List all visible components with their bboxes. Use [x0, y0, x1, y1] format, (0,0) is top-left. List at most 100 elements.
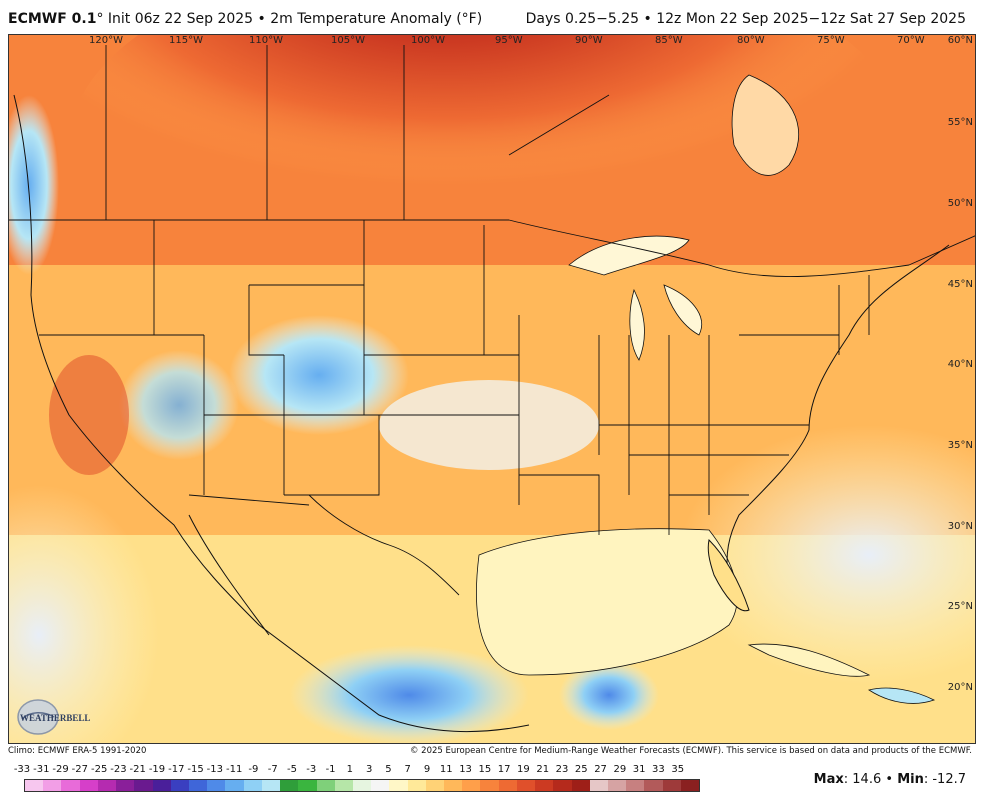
scale-swatch — [371, 780, 390, 791]
lake-michigan — [629, 288, 645, 361]
mexico-cold — [289, 645, 529, 743]
logo-text: WEATHERBELL — [20, 713, 90, 723]
atlantic-pale — [679, 425, 975, 685]
scale-swatch — [243, 780, 262, 791]
lat-label-30n: 30°N — [947, 521, 973, 532]
political-borders — [9, 45, 975, 596]
scale-swatch — [407, 780, 426, 791]
separator: • — [885, 772, 894, 787]
scale-swatch — [188, 780, 208, 791]
scale-swatch — [207, 780, 226, 791]
lon-label-70w: 70°W — [897, 35, 925, 46]
anomaly-map: 120°W 115°W 110°W 105°W 100°W 95°W 90°W … — [8, 34, 976, 744]
scale-label: 15 — [478, 764, 492, 775]
scale-swatch — [389, 780, 408, 791]
lon-label-90w: 90°W — [575, 35, 603, 46]
init-text: ° Init 06z 22 Sep 2025 • 2m Temperature … — [96, 11, 483, 27]
yucatan-cold — [559, 660, 659, 730]
scale-label: -5 — [287, 764, 297, 775]
scale-label: -1 — [325, 764, 336, 775]
lon-label-95w: 95°W — [495, 35, 523, 46]
scale-swatch — [298, 780, 317, 791]
scale-label: -3 — [306, 764, 317, 775]
scale-swatch — [170, 780, 189, 791]
scale-label: 29 — [613, 764, 627, 775]
scale-swatch — [134, 780, 153, 791]
scale-swatch — [334, 780, 353, 791]
lat-label-40n: 40°N — [947, 359, 973, 370]
scale-swatch — [462, 780, 481, 791]
scale-label: -21 — [129, 764, 146, 775]
heat-core — [69, 35, 909, 345]
scale-swatch — [589, 780, 608, 791]
great-basin-cold — [119, 350, 239, 460]
scale-swatch — [626, 780, 645, 791]
pacific-nw-cold — [9, 95, 59, 275]
min-value: -12.7 — [932, 772, 966, 787]
lon-label-80w: 80°W — [737, 35, 765, 46]
scale-swatch — [680, 780, 700, 791]
gulf-of-mexico — [476, 528, 738, 676]
lon-label-100w: 100°W — [411, 35, 445, 46]
scale-label: 7 — [404, 764, 411, 775]
scale-label: 1 — [346, 764, 354, 775]
lat-label-25n: 25°N — [947, 601, 973, 612]
scale-swatch — [261, 780, 281, 791]
scale-label: 19 — [517, 764, 530, 775]
scale-label: -17 — [168, 764, 185, 775]
scale-label: 21 — [536, 764, 550, 775]
scale-swatch — [553, 780, 572, 791]
lake-superior — [568, 235, 690, 276]
lat-label-35n: 35°N — [947, 440, 973, 451]
scale-label: 31 — [632, 764, 646, 775]
weatherbell-logo: WEATHERBELL — [17, 699, 90, 735]
scale-label: -27 — [71, 764, 89, 775]
scale-swatch — [225, 780, 244, 791]
map-header: ECMWF 0.1° Init 06z 22 Sep 2025 • 2m Tem… — [0, 0, 984, 34]
scale-label: -19 — [148, 764, 166, 775]
scale-labels: -33 -31 -29 -27 -25 -23 -21 -19 -17 -15 -13 -11 -9 -7… — [8, 764, 708, 778]
map-title: ECMWF 0.1° Init 06z 22 Sep 2025 • 2m Tem… — [8, 11, 482, 27]
lat-label-60n: 60°N — [947, 35, 973, 46]
lon-label-120w: 120°W — [89, 35, 123, 46]
copyright-credit: © 2025 European Centre for Medium-Range … — [409, 746, 972, 756]
scale-swatch — [662, 780, 681, 791]
scale-label: 35 — [671, 764, 685, 775]
lat-label-45n: 45°N — [947, 279, 973, 290]
baja — [188, 514, 270, 636]
scale-swatch — [61, 780, 80, 791]
scale-label: -25 — [90, 764, 108, 775]
lat-label-50n: 50°N — [947, 198, 973, 209]
scale-swatch — [480, 780, 499, 791]
scale-swatch — [280, 780, 299, 791]
scale-swatch — [425, 780, 445, 791]
lon-label-105w: 105°W — [331, 35, 365, 46]
scale-label: -13 — [206, 764, 224, 775]
scale-swatch — [516, 780, 536, 791]
florida — [707, 538, 750, 612]
scale-swatch — [152, 780, 171, 791]
scale-label: 27 — [594, 764, 607, 775]
scale-label: -29 — [52, 764, 69, 775]
scale-swatch — [535, 780, 554, 791]
min-label: Min — [897, 772, 924, 787]
map-canvas — [9, 35, 975, 743]
scale-label: -15 — [187, 764, 204, 775]
valid-period: Days 0.25−5.25 • 12z Mon 22 Sep 2025−12z… — [525, 11, 966, 27]
scale-swatch — [352, 780, 372, 791]
west-coast — [13, 94, 530, 733]
scale-swatch — [43, 780, 62, 791]
cuba — [747, 643, 871, 677]
scale-label: -33 — [13, 764, 31, 775]
scale-label: 11 — [439, 764, 453, 775]
scale-label: 3 — [365, 764, 373, 775]
pacific-pale — [9, 485, 159, 743]
scale-swatch — [116, 780, 135, 791]
central-pale — [379, 380, 599, 470]
scale-swatch — [571, 780, 590, 791]
scale-label: 23 — [555, 764, 569, 775]
scale-swatch — [79, 780, 98, 791]
scale-label: 25 — [574, 764, 588, 775]
lon-label-115w: 115°W — [169, 35, 203, 46]
scale-swatch — [608, 780, 627, 791]
